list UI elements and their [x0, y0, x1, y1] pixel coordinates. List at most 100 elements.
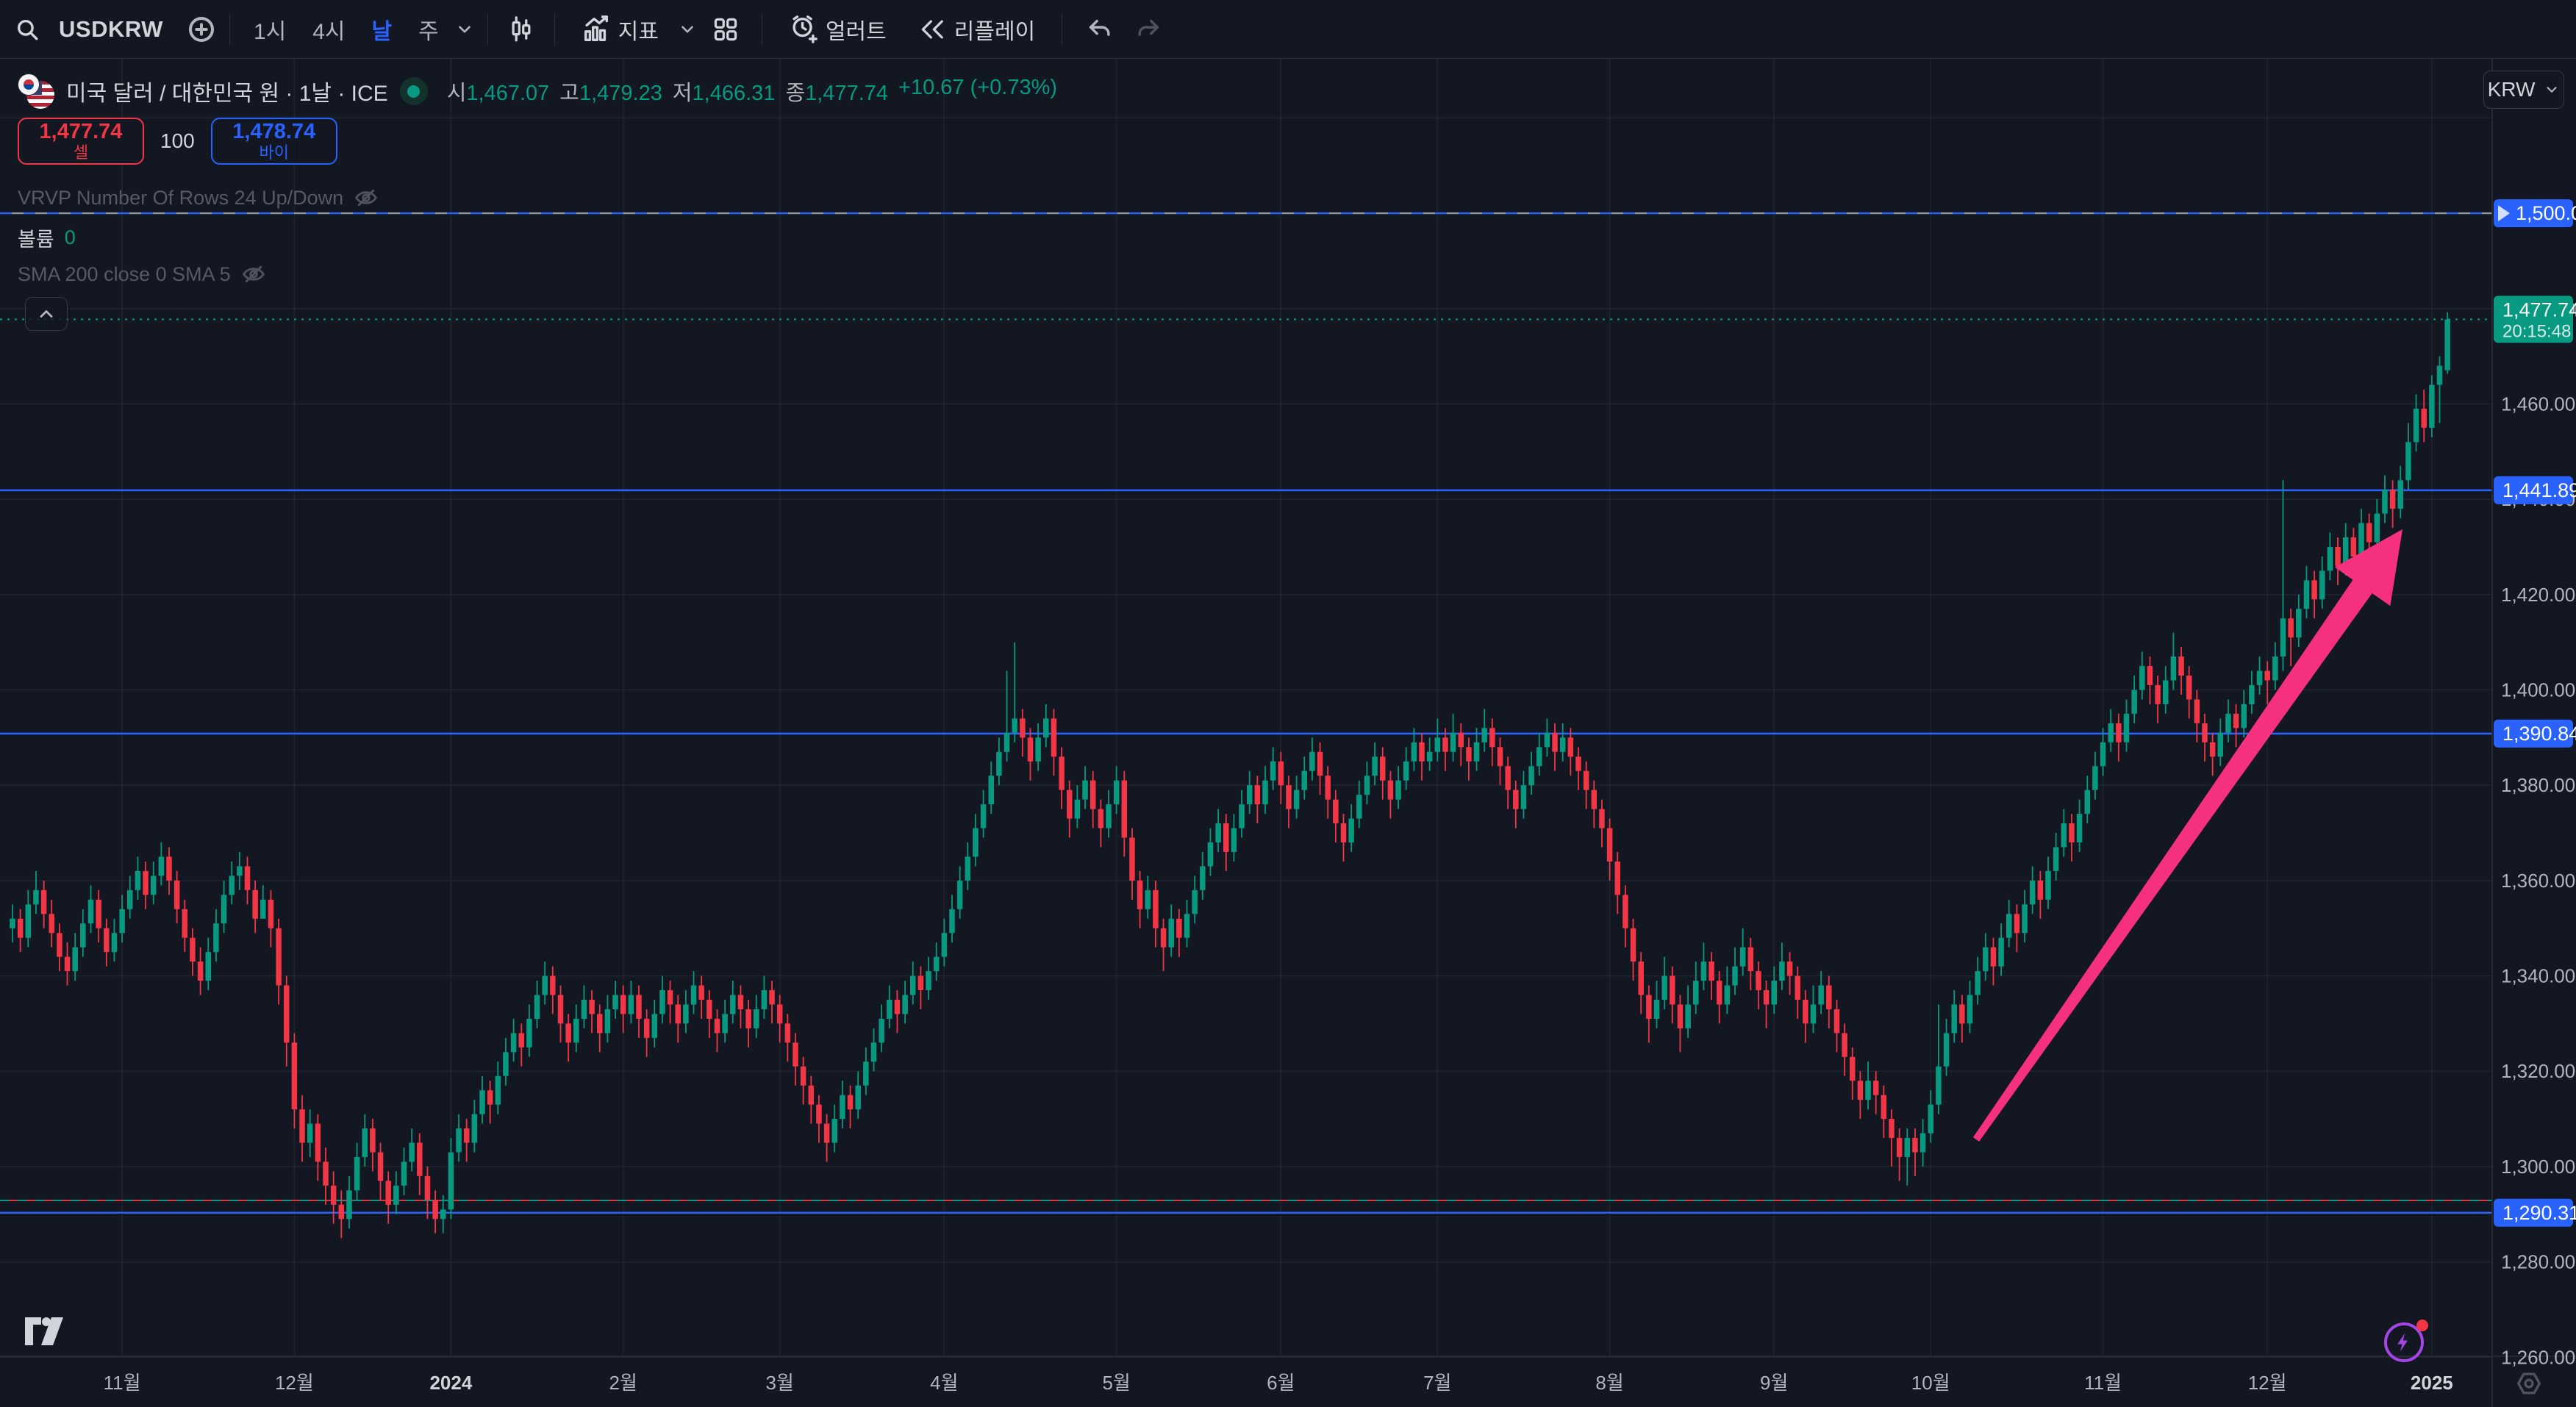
symbol-title[interactable]: 미국 달러 / 대한민국 원 · 1날 · ICE	[66, 82, 388, 106]
add-symbol-icon[interactable]	[187, 15, 216, 44]
candle-body	[745, 1009, 751, 1028]
candle-body	[1074, 799, 1081, 819]
replay-button[interactable]: 리플레이	[906, 6, 1048, 53]
candle-body	[1192, 889, 1198, 914]
candle-body	[2350, 537, 2357, 556]
timeframe-dropdown-chevron-icon[interactable]	[455, 20, 474, 39]
candles-layer[interactable]	[10, 312, 2450, 1239]
candle-body	[1411, 742, 1417, 762]
candle-body	[1693, 981, 1699, 1005]
candle-body	[620, 995, 626, 1014]
boost-button[interactable]	[2384, 1320, 2428, 1365]
timeframe-1w-button[interactable]: 주	[418, 19, 439, 44]
candle-body	[190, 937, 196, 962]
candle-body	[1364, 776, 1370, 795]
undo-icon[interactable]	[1076, 7, 1123, 51]
market-status-icon[interactable]	[399, 77, 428, 105]
chip-price: 1,390.84	[2502, 723, 2576, 745]
candle-body	[471, 1114, 478, 1143]
chip-price: 1,477.74	[2502, 298, 2576, 321]
candle-body	[597, 1014, 603, 1034]
candle-body	[2069, 823, 2075, 843]
search-icon[interactable]	[15, 17, 40, 42]
sell-button[interactable]: 1,477.74 셀	[18, 118, 144, 165]
candle-body	[252, 889, 258, 919]
candle-body	[2288, 618, 2294, 638]
candle-body	[96, 899, 101, 928]
candle-body	[1003, 732, 1010, 752]
redo-icon[interactable]	[1128, 7, 1170, 51]
candle-body	[1333, 799, 1339, 824]
chip-price: 1,441.89	[2502, 479, 2576, 501]
candle-body	[1145, 889, 1151, 909]
indicator-sma-label[interactable]: SMA 200 close 0 SMA 5	[18, 262, 231, 285]
buy-button[interactable]: 1,478.74 바이	[210, 118, 337, 165]
candle-body	[354, 1156, 360, 1191]
candle-body	[1763, 990, 1770, 1005]
candle-body	[518, 1033, 524, 1048]
candle-body	[370, 1128, 376, 1153]
indicators-button[interactable]: 지표	[568, 6, 672, 53]
candle-body	[1223, 823, 1229, 852]
candle-style-button[interactable]	[501, 8, 541, 51]
candle-body	[72, 947, 78, 972]
candle-body	[1239, 804, 1245, 828]
price-tick-label: 1,260.00	[2501, 1346, 2575, 1368]
price-scale-settings-icon[interactable]	[2514, 1369, 2544, 1402]
candle-body	[40, 889, 47, 914]
month-tick-label: 2월	[609, 1372, 637, 1394]
tradingview-logo[interactable]	[25, 1317, 74, 1349]
candle-body	[1160, 928, 1167, 948]
chart-legend: 미국 달러 / 대한민국 원 · 1날 · ICE 시1,467.07 고1,4…	[18, 74, 1058, 285]
candle-body	[1513, 790, 1519, 809]
candle-body	[1881, 1095, 1887, 1120]
candle-body	[1458, 732, 1464, 748]
alert-button[interactable]: 얼러트	[776, 6, 900, 53]
candle-body	[793, 1042, 798, 1067]
symbol-search-button[interactable]: USDKRW	[59, 15, 163, 42]
indicator-volume-label[interactable]: 볼륨	[18, 228, 54, 251]
candle-body	[2178, 656, 2184, 676]
candle-body	[510, 1033, 517, 1053]
candle-body	[1489, 728, 1495, 748]
trend-arrow-drawing[interactable]	[1972, 529, 2403, 1142]
level-price-chip: 1,290.31	[2494, 1198, 2576, 1227]
eye-off-icon[interactable]	[241, 262, 266, 287]
collapse-legend-button[interactable]	[25, 297, 68, 331]
candle-body	[2413, 408, 2419, 443]
candle-body	[299, 1109, 305, 1143]
candle-body	[1442, 737, 1448, 752]
candle-body	[315, 1123, 321, 1162]
time-axis-labels[interactable]: 11월 12월 2024 2월 3월 4월 5월 6월 7월 8월 9월 10월 11월 12월 2025	[104, 1372, 2453, 1394]
candle-body	[1301, 770, 1307, 790]
indicator-vrvp-label[interactable]: VRVP Number Of Rows 24 Up/Down	[18, 186, 344, 209]
candle-body	[1520, 785, 1527, 809]
layout-grid-button[interactable]	[703, 8, 748, 51]
candle-body	[894, 999, 901, 1014]
candle-body	[1583, 770, 1589, 790]
candle-body	[1372, 756, 1378, 776]
candle-body	[346, 1190, 352, 1220]
candle-body	[2100, 742, 2106, 767]
candle-body	[80, 923, 86, 948]
candle-body	[2155, 685, 2161, 704]
timeframe-1h-button[interactable]: 1시	[253, 19, 287, 44]
candle-body	[2397, 480, 2403, 509]
indicators-dropdown-chevron-icon[interactable]	[678, 20, 697, 39]
currency-dropdown[interactable]: KRW	[2483, 71, 2564, 109]
candle-body	[659, 990, 665, 1014]
price-tick-label: 1,320.00	[2501, 1060, 2575, 1082]
timeframe-4h-button[interactable]: 4시	[312, 19, 346, 44]
ohlc-values: 시1,467.07 고1,479.23 저1,466.31 종1,477.74 …	[446, 76, 1058, 105]
candle-body	[1959, 1004, 1965, 1024]
quantity-field[interactable]: 100	[160, 129, 195, 152]
candle-body	[244, 866, 251, 890]
candle-body	[855, 1085, 861, 1110]
timeframe-1d-button[interactable]: 날	[371, 19, 393, 44]
eye-off-icon[interactable]	[354, 185, 379, 210]
candle-body	[463, 1128, 470, 1143]
candle-body	[1865, 1081, 1871, 1100]
candle-body	[338, 1204, 345, 1220]
